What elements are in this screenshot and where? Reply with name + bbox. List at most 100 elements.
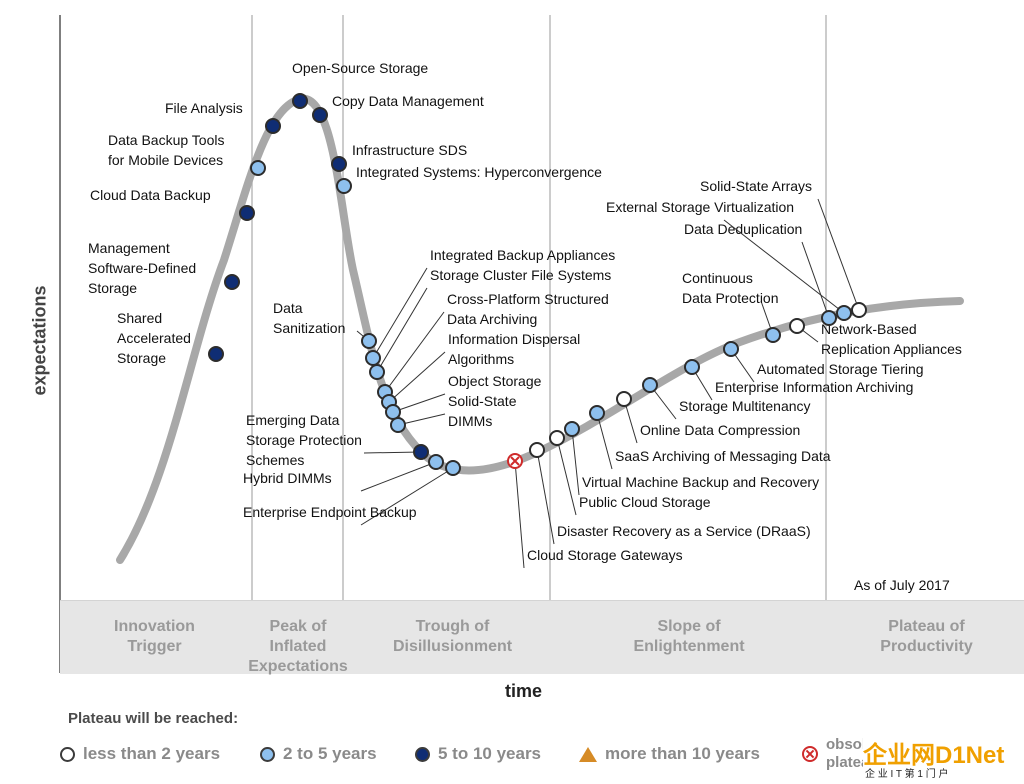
y-axis-label: expectations [29,285,50,396]
label-open-source-storage: Open-Source Storage [292,60,428,76]
point-storage-cluster-file-systems: Storage Cluster File Systems [369,267,611,380]
leader-line-information-dispersal [388,351,446,403]
marker-object-storage [385,404,401,420]
label-integrated-systems: Integrated Systems: Hyperconvergence [356,164,602,180]
leader-line-hybrid-dimms [360,461,437,492]
legend-item-less-than-2-years: less than 2 years [60,744,220,764]
marker-data-deduplication [821,310,837,326]
point-storage-multitenancy: Storage Multitenancy [642,377,811,420]
label-information-dispersal: Information Dispersal Algorithms [448,331,580,367]
marker-storage-multitenancy [642,377,658,393]
leader-line-emerging-data-storage-protection [363,451,422,454]
point-open-source-storage: Open-Source Storage [292,60,428,109]
legend-item-5-to-10-years: 5 to 10 years [415,744,541,764]
point-shared-accelerated-storage: Shared Accelerated Storage [117,310,224,366]
legend-label-more-than-10-years: more than 10 years [605,744,760,763]
label-file-analysis: File Analysis [165,100,243,116]
marker-hybrid-dimms [428,454,444,470]
marker-open-source-storage [292,93,308,109]
marker-vm-backup-recovery [564,421,580,437]
phase-innovation-trigger: Innovation Trigger [114,618,195,655]
leader-line-draas [536,449,555,545]
marker-integrated-backup-appliances [365,350,381,366]
label-data-sanitization: Data Sanitization [273,300,345,336]
label-integrated-backup-appliances: Integrated Backup Appliances [430,247,615,263]
marker-data-sanitization [361,333,377,349]
leader-line-cloud-storage-gateways [514,460,525,569]
label-enterprise-endpoint-backup: Enterprise Endpoint Backup [243,504,417,520]
label-copy-data-management: Copy Data Management [332,93,484,109]
marker-network-based-replication [789,318,805,334]
marker-management-sds [224,274,240,290]
point-data-deduplication: Data Deduplication [684,221,837,326]
label-online-data-compression: Online Data Compression [640,422,800,438]
marker-enterprise-endpoint-backup [445,460,461,476]
point-file-analysis: File Analysis [165,100,281,134]
label-automated-storage-tiering: Automated Storage Tiering [757,361,924,377]
leader-line-saas-archiving [596,412,613,470]
legend-label-less-than-2-years: less than 2 years [83,744,221,763]
phase-trough-of-disillusionment: Trough of Disillusionment [392,618,513,655]
point-vm-backup-recovery: Virtual Machine Backup and Recovery [564,421,819,496]
phase-plateau-of-productivity: Plateau of Productivity [880,618,973,655]
point-public-cloud-storage: Public Cloud Storage [549,430,711,516]
marker-public-cloud-storage [549,430,565,446]
label-cloud-data-backup: Cloud Data Backup [90,187,211,203]
dark-blue-circle-icon [415,746,430,762]
label-storage-multitenancy: Storage Multitenancy [679,398,811,414]
leader-line-vm-backup-recovery [571,428,580,496]
light-blue-circle-icon [260,746,275,762]
label-public-cloud-storage: Public Cloud Storage [579,494,711,510]
marker-storage-cluster-file-systems [369,364,385,380]
leader-line-solid-state-dimms [397,413,446,426]
point-cross-platform-structured: Cross-Platform Structured Data Archiving [377,291,609,400]
white-circle-icon [60,746,75,762]
label-saas-archiving: SaaS Archiving of Messaging Data [615,448,831,464]
x-axis-label: time [505,681,543,701]
marker-integrated-systems [336,178,352,194]
point-data-sanitization: Data Sanitization [273,300,377,349]
marker-enterprise-information-archiving [684,359,700,375]
point-cloud-data-backup: Cloud Data Backup [90,187,255,221]
label-enterprise-information-archiving: Enterprise Information Archiving [715,379,913,395]
point-online-data-compression: Online Data Compression [616,391,800,444]
point-continuous-data-protection: Continuous Data Protection [682,270,781,343]
point-integrated-systems: Integrated Systems: Hyperconvergence [336,164,602,194]
legend-title: Plateau will be reached: [68,710,239,727]
point-draas: Disaster Recovery as a Service (DRaaS) [529,442,811,545]
label-infrastructure-sds: Infrastructure SDS [352,142,467,158]
marker-draas [529,442,545,458]
leader-line-storage-cluster-file-systems [376,287,428,373]
label-data-deduplication: Data Deduplication [684,221,802,237]
phase-peak-of-inflated-expectations: Peak of Inflated Expectations [248,618,348,675]
leader-line-cross-platform-structured [384,311,445,393]
obsolete-x-cloud-storage-gateways [510,456,520,466]
marker-saas-archiving [589,405,605,421]
point-enterprise-endpoint-backup: Enterprise Endpoint Backup [243,460,461,526]
marker-online-data-compression [616,391,632,407]
marker-infrastructure-sds [331,156,347,172]
marker-solid-state-dimms [390,417,406,433]
point-cloud-storage-gateways: Cloud Storage Gateways [507,453,683,569]
label-shared-accelerated-storage: Shared Accelerated Storage [117,310,191,366]
legend-item-more-than-10-years: more than 10 years [579,744,760,764]
label-continuous-data-protection: Continuous Data Protection [682,270,779,306]
label-cross-platform-structured: Cross-Platform Structured Data Archiving [447,291,609,327]
leader-line-external-storage-virtualization [723,219,845,314]
label-object-storage: Object Storage [448,373,542,389]
marker-emerging-data-storage-protection [413,444,429,460]
point-hybrid-dimms: Hybrid DIMMs [243,454,444,492]
marker-automated-storage-tiering [723,341,739,357]
label-vm-backup-recovery: Virtual Machine Backup and Recovery [582,474,819,490]
point-copy-data-management: Copy Data Management [312,93,484,123]
svg-text:企 业 I T 第 1 门 户: 企 业 I T 第 1 门 户 [865,767,949,779]
point-automated-storage-tiering: Automated Storage Tiering [723,341,924,383]
label-solid-state-arrays: Solid-State Arrays [700,178,812,194]
leader-line-solid-state-arrays [817,198,860,311]
point-information-dispersal: Information Dispersal Algorithms [381,331,580,410]
point-external-storage-virtualization: External Storage Virtualization [606,199,852,321]
label-emerging-data-storage-protection: Emerging Data Storage Protection Schemes [246,412,362,468]
point-object-storage: Object Storage [385,373,542,420]
legend-label-2-to-5-years: 2 to 5 years [283,744,377,763]
